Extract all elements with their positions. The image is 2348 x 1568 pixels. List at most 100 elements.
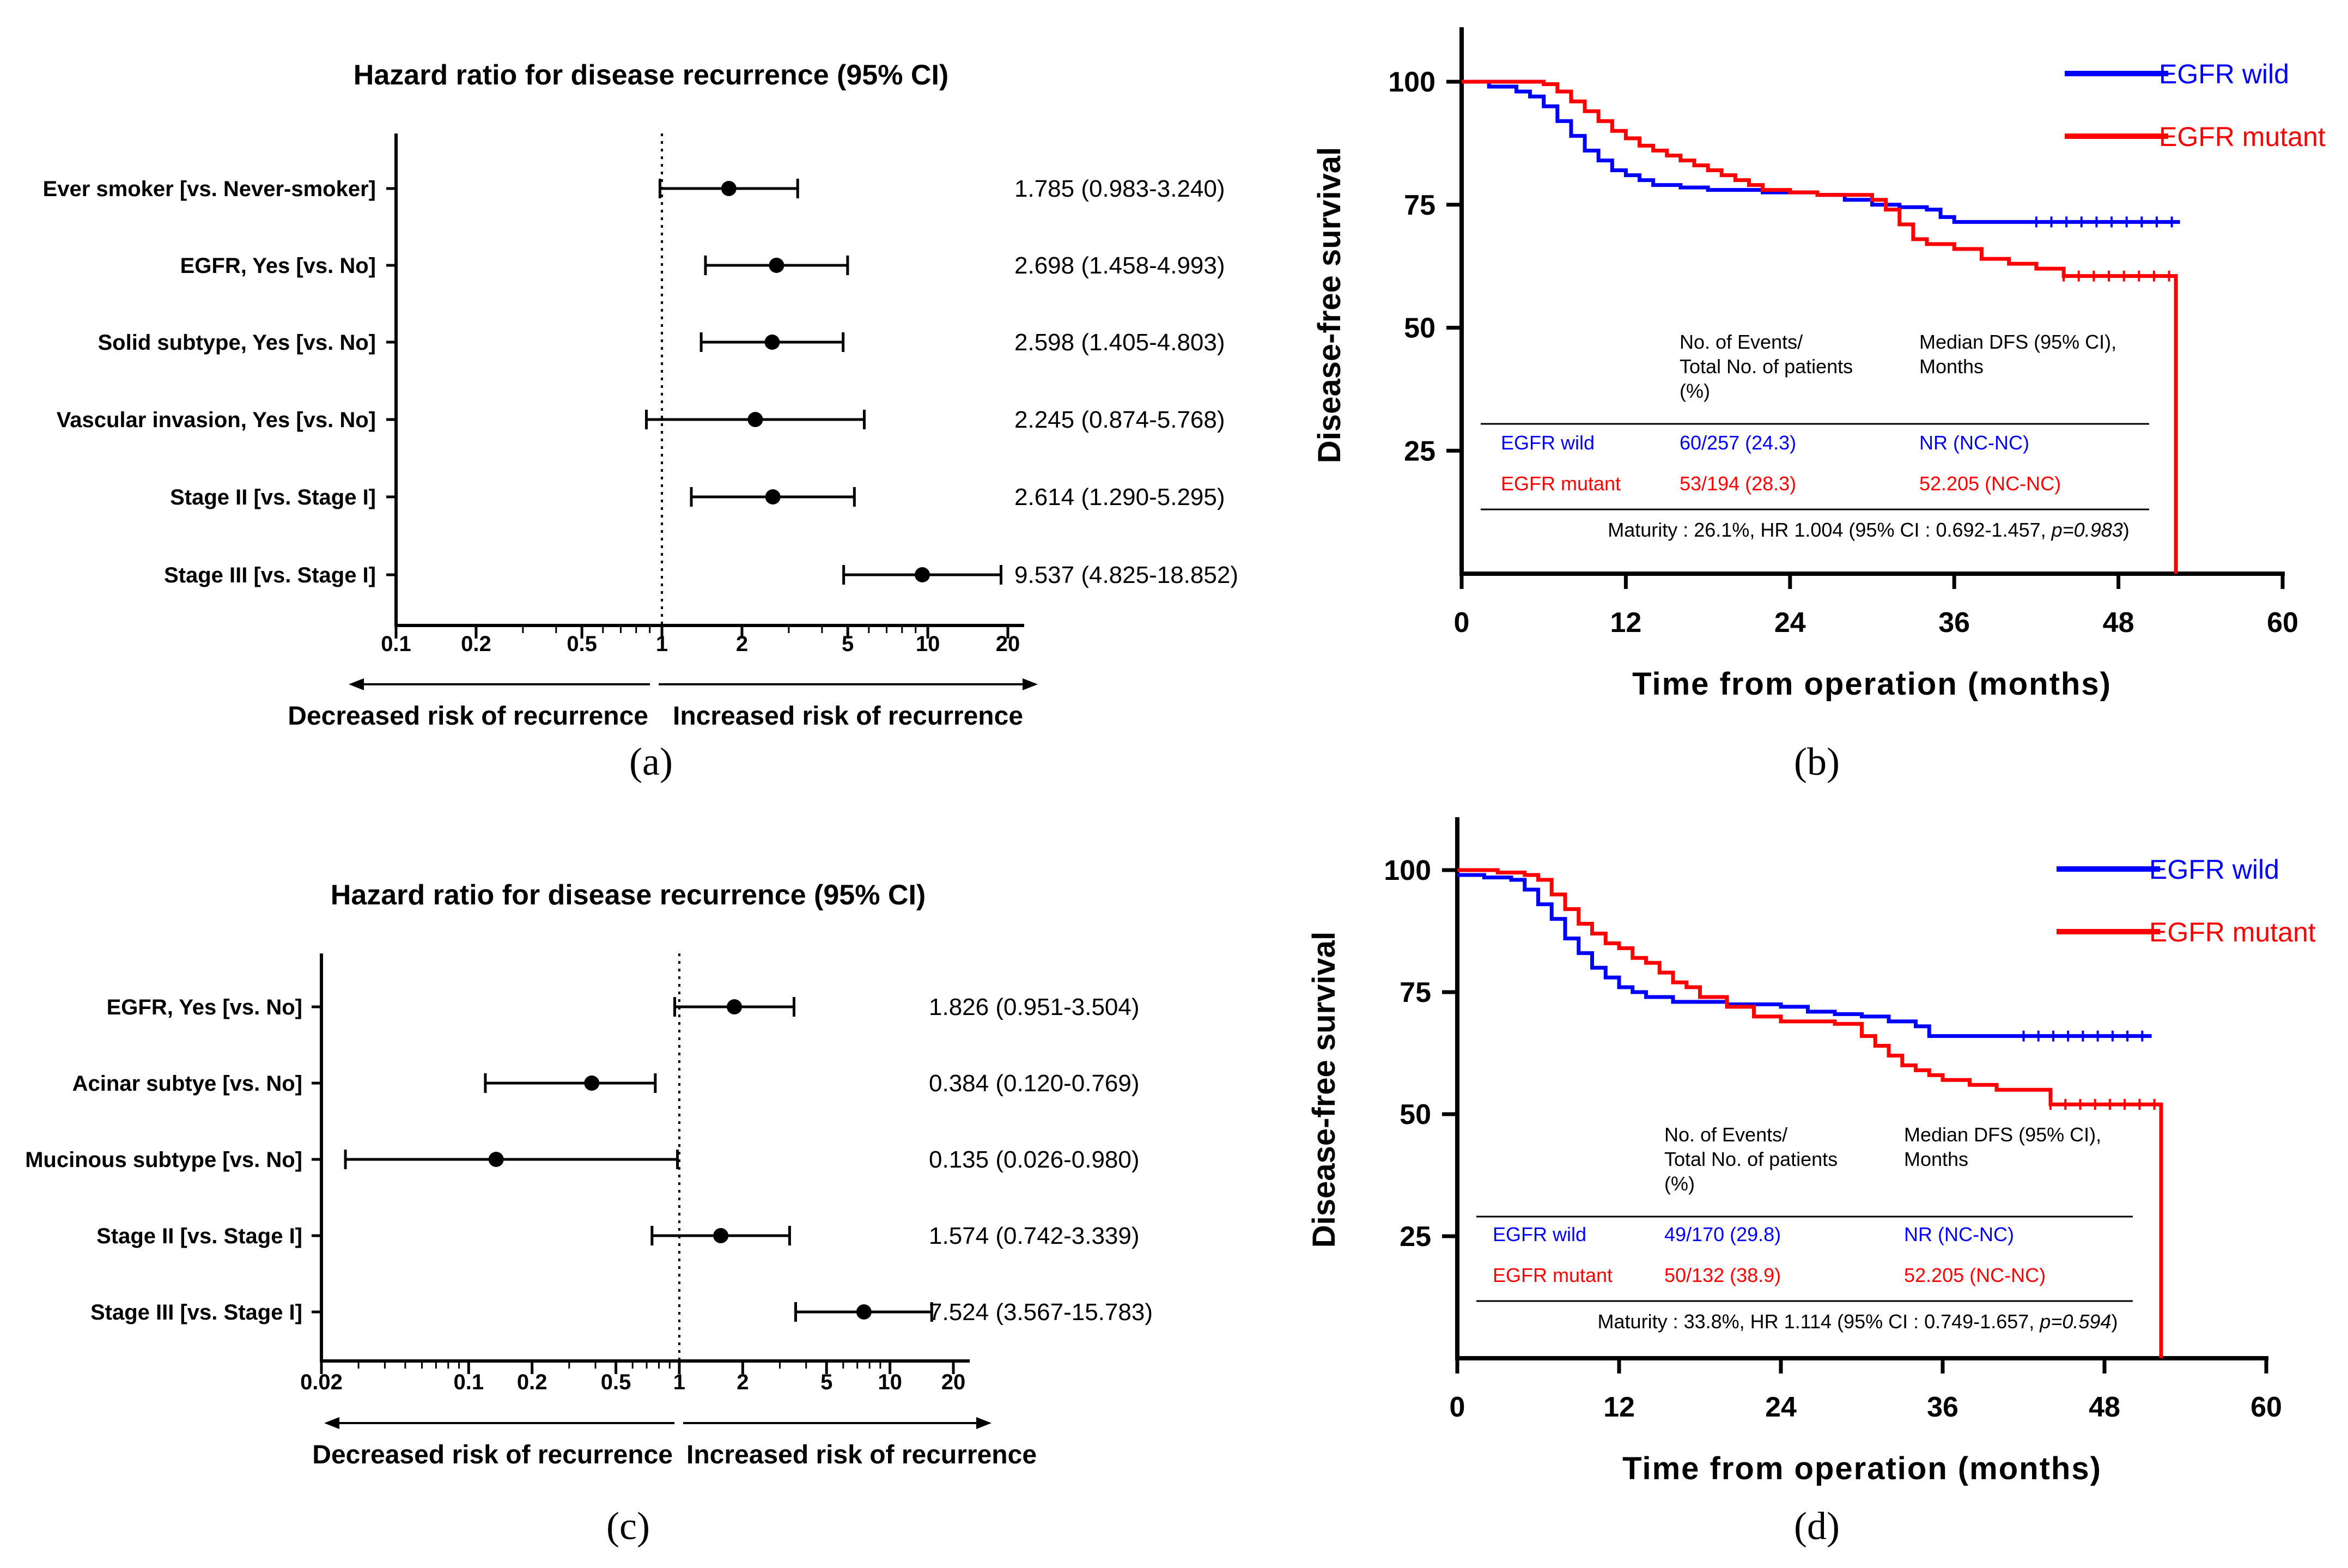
hr-value-text: 7.524 (3.567-15.783) <box>929 1299 1153 1326</box>
hr-value-text: 0.384 (0.120-0.769) <box>929 1070 1140 1097</box>
x-tick-label: 12 <box>1603 1391 1635 1423</box>
table-events: 49/170 (29.8) <box>1664 1223 1781 1245</box>
panel-label-a: (a) <box>629 740 673 783</box>
y-axis-label: Disease-free survival <box>1312 147 1347 463</box>
table-header-median: Months <box>1919 355 1984 378</box>
table-header-events: Total No. of patients <box>1680 355 1853 378</box>
row-label: Ever smoker [vs. Never-smoker] <box>43 177 376 201</box>
table-events: 53/194 (28.3) <box>1680 472 1796 495</box>
right-arrow-label: Increased risk of recurrence <box>673 702 1023 731</box>
footer-end: ) <box>2123 519 2130 541</box>
hr-point <box>856 1304 872 1320</box>
x-tick-label: 36 <box>1938 607 1970 639</box>
x-axis-label: Time from operation (months) <box>1632 666 2112 702</box>
table-events: 60/257 (24.3) <box>1680 431 1796 454</box>
footer-p-value: p=0.983 <box>2051 519 2123 541</box>
km-curve-egfr-mutant <box>1457 868 2163 1358</box>
table-group: EGFR mutant <box>1501 472 1621 495</box>
hr-value-text: 0.135 (0.026-0.980) <box>929 1146 1140 1173</box>
hr-value-text: 2.598 (1.405-4.803) <box>1014 329 1225 356</box>
legend-label: EGFR wild <box>2149 854 2279 885</box>
x-tick-label: 24 <box>1765 1391 1797 1423</box>
hr-point <box>765 489 781 505</box>
y-tick-label: 100 <box>1384 855 1431 886</box>
decreased-arrow-head <box>324 1417 339 1429</box>
y-tick-label: 50 <box>1404 313 1435 344</box>
right-arrow-label: Increased risk of recurrence <box>686 1441 1037 1469</box>
table-footer: Maturity : 33.8%, HR 1.114 (95% CI : 0.7… <box>1598 1310 2118 1333</box>
table-median: 52.205 (NC-NC) <box>1919 472 2061 495</box>
hr-point <box>727 999 743 1014</box>
forest-title: Hazard ratio for disease recurrence (95%… <box>354 59 948 91</box>
legend-label: EGFR mutant <box>2159 121 2326 152</box>
hr-point <box>764 335 780 350</box>
hr-value-text: 1.826 (0.951-3.504) <box>929 994 1140 1020</box>
table-header-events: (%) <box>1680 380 1710 402</box>
forest-plot-a: Hazard ratio for disease recurrence (95%… <box>43 59 1238 731</box>
forest-plot-c: Hazard ratio for disease recurrence (95%… <box>25 879 1153 1469</box>
hr-point <box>915 567 930 582</box>
hr-point <box>769 258 784 273</box>
row-label: EGFR, Yes [vs. No] <box>180 254 376 278</box>
hr-point <box>747 412 763 427</box>
x-tick-label: 20 <box>996 632 1020 656</box>
y-tick-label: 75 <box>1400 977 1431 1008</box>
table-median: 52.205 (NC-NC) <box>1904 1264 2046 1286</box>
panel-label-d: (d) <box>1794 1504 1840 1548</box>
table-group: EGFR mutant <box>1493 1264 1613 1286</box>
hr-value-text: 2.614 (1.290-5.295) <box>1014 484 1225 510</box>
row-label: Stage II [vs. Stage I] <box>170 485 376 509</box>
x-tick-label: 10 <box>916 632 940 656</box>
x-tick-label: 0 <box>1450 1391 1465 1423</box>
decreased-arrow-head <box>349 678 364 690</box>
km-plot-b: 0 12 24 36 48 60 25 50 75 100 Time from operation … <box>1312 27 2326 702</box>
x-tick-label: 0.5 <box>567 632 597 656</box>
row-label: EGFR, Yes [vs. No] <box>107 995 302 1019</box>
footer-main: Maturity : 33.8%, HR 1.114 (95% CI : 0.7… <box>1598 1310 2040 1333</box>
x-tick-label: 10 <box>878 1370 902 1394</box>
km-curve-egfr-wild <box>1462 80 2180 224</box>
row-label: Mucinous subtype [vs. No] <box>25 1148 302 1172</box>
y-tick-label: 75 <box>1404 190 1435 221</box>
y-tick-label: 25 <box>1400 1221 1431 1253</box>
hr-value-text: 9.537 (4.825-18.852) <box>1014 562 1238 588</box>
x-tick-label: 0 <box>1454 607 1470 639</box>
y-tick-label: 100 <box>1388 66 1435 98</box>
row-label: Stage II [vs. Stage I] <box>96 1224 302 1248</box>
hr-point <box>488 1152 504 1167</box>
x-tick-label: 5 <box>842 632 854 656</box>
x-tick-label: 24 <box>1774 607 1806 639</box>
row-label: Acinar subtye [vs. No] <box>72 1072 302 1096</box>
km-curve-egfr-wild <box>1457 873 2152 1038</box>
hr-point <box>584 1075 600 1091</box>
x-tick-label: 1 <box>673 1370 685 1394</box>
x-tick-label: 36 <box>1927 1391 1958 1423</box>
hr-point <box>713 1228 729 1243</box>
table-median: NR (NC-NC) <box>1904 1223 2014 1245</box>
panel-label-c: (c) <box>606 1504 650 1548</box>
panel-label-b: (b) <box>1794 740 1840 783</box>
hr-value-text: 2.245 (0.874-5.768) <box>1014 406 1225 433</box>
x-tick-label: 48 <box>2103 607 2134 639</box>
table-header-events: No. of Events/ <box>1664 1123 1787 1146</box>
x-tick-label: 48 <box>2089 1391 2120 1423</box>
x-axis-label: Time from operation (months) <box>1622 1451 2102 1486</box>
x-tick-label: 60 <box>2250 1391 2282 1423</box>
footer-main: Maturity : 26.1%, HR 1.004 (95% CI : 0.6… <box>1608 519 2051 541</box>
hr-value-text: 1.574 (0.742-3.339) <box>929 1223 1140 1249</box>
table-median: NR (NC-NC) <box>1919 431 2029 454</box>
increased-arrow-head <box>1023 678 1038 690</box>
footer-p-value: p=0.594 <box>2039 1310 2111 1333</box>
footer-end: ) <box>2111 1310 2118 1333</box>
table-header-events: (%) <box>1664 1172 1695 1195</box>
legend-label: EGFR wild <box>2159 59 2289 89</box>
y-tick-label: 25 <box>1404 435 1435 467</box>
x-tick-label: 0.2 <box>461 632 491 656</box>
y-axis-label: Disease-free survival <box>1306 932 1342 1248</box>
left-arrow-label: Decreased risk of recurrence <box>288 702 648 731</box>
row-label: Stage III [vs. Stage I] <box>164 563 376 587</box>
table-header-median: Months <box>1904 1148 1968 1170</box>
table-footer: Maturity : 26.1%, HR 1.004 (95% CI : 0.6… <box>1608 519 2130 541</box>
km-curve-egfr-mutant <box>1462 80 2178 574</box>
